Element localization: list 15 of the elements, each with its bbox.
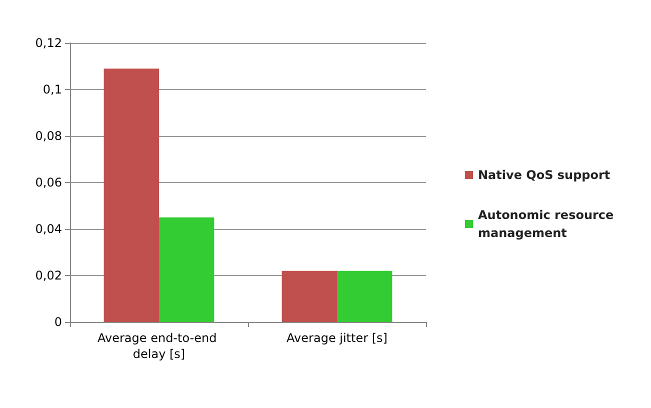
legend-label: Native QoS support (478, 168, 610, 182)
bar (104, 68, 159, 322)
bar (337, 270, 392, 322)
bar (282, 270, 337, 322)
y-tick-label: 0,08 (35, 129, 62, 143)
x-tick-label: Average end-to-end delay [s] (97, 331, 221, 361)
y-tick-label: 0,02 (35, 268, 62, 282)
y-tick-label: 0,06 (35, 176, 62, 190)
x-tick-label: Average jitter [s] (286, 331, 388, 345)
y-tick-label: 0,12 (35, 36, 62, 50)
y-tick-label: 0,04 (35, 222, 62, 236)
y-tick-label: 0,1 (42, 82, 62, 96)
y-tick-label: 0 (54, 315, 62, 329)
legend-label: Autonomic resource management (478, 208, 618, 240)
bar (159, 217, 214, 322)
